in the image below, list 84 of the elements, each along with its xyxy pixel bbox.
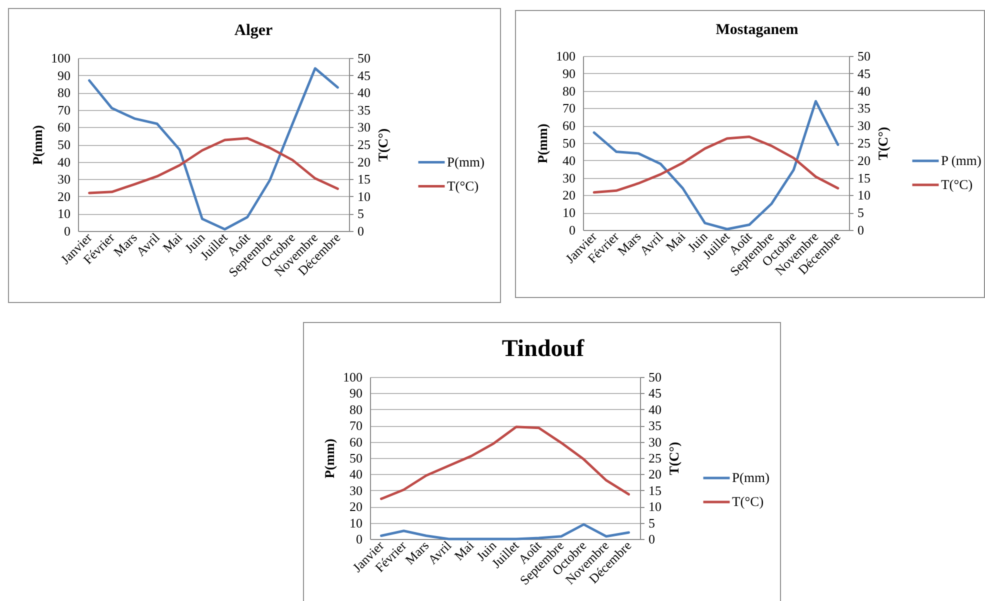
y2-tick-label: 50: [648, 370, 662, 384]
y2-tick-label: 5: [648, 515, 655, 530]
y-tick-label: 10: [350, 515, 362, 530]
y-tick-label: 10: [562, 205, 576, 220]
y-tick-label: 70: [350, 418, 362, 434]
legend-label: T(°C): [447, 178, 479, 194]
y2-tick-label: 15: [358, 172, 370, 187]
y2-tick-label: 40: [858, 83, 870, 98]
line-series: [88, 137, 339, 194]
legend-label: P(mm): [447, 154, 485, 170]
y-tick-label: 100: [556, 48, 576, 64]
y2-tick-label: 15: [858, 170, 870, 186]
y2-tick-label: 30: [858, 118, 870, 134]
y-tick-label: 60: [58, 120, 70, 135]
y-tick-label: 10: [58, 206, 70, 222]
y-tick-label: 20: [58, 188, 70, 204]
y-tick-label: 50: [562, 136, 576, 150]
y-tick-label: 70: [562, 100, 576, 116]
y2-tick-label: 45: [358, 68, 370, 83]
y-tick-label: 40: [58, 154, 70, 170]
y2-tick-label: 30: [648, 434, 662, 450]
chart-title: Alger: [234, 22, 273, 39]
y2-tick-label: 15: [648, 482, 662, 498]
y-tick-label: 20: [350, 499, 362, 514]
y-tick-label: 50: [58, 137, 70, 152]
y2-tick-label: 35: [358, 102, 370, 118]
legend-label: P (mm): [941, 152, 982, 168]
y-tick-label: 90: [350, 386, 362, 401]
y-tick-label: 60: [350, 434, 362, 450]
y2-tick-label: 35: [648, 418, 662, 434]
y-tick-label: 100: [343, 370, 362, 384]
y-tick-label: 30: [58, 172, 70, 187]
y2-tick-label: 5: [858, 205, 864, 220]
y-axis-title: P(mm): [30, 125, 45, 165]
y2-tick-label: 25: [858, 136, 870, 150]
line-series: [592, 100, 840, 230]
y2-tick-label: 25: [648, 450, 662, 466]
y-tick-label: 80: [562, 83, 576, 98]
line-series: [88, 67, 339, 231]
y-tick-label: 90: [562, 66, 576, 81]
y-tick-label: 60: [562, 118, 576, 134]
y-tick-label: 0: [569, 222, 576, 238]
y-tick-label: 30: [350, 482, 362, 498]
y2-tick-label: 35: [858, 100, 870, 116]
y-tick-label: 0: [64, 224, 70, 238]
y-tick-label: 30: [562, 170, 576, 186]
y-tick-label: 50: [350, 450, 362, 466]
x-tick-label: Mai: [160, 230, 186, 256]
y2-tick-label: 25: [358, 137, 370, 152]
y-tick-label: 20: [562, 188, 576, 203]
y-tick-label: 70: [58, 102, 70, 118]
y-tick-label: 40: [562, 152, 576, 168]
y2-tick-label: 50: [858, 48, 870, 64]
y-tick-label: 0: [356, 532, 362, 546]
line-series: [380, 523, 630, 540]
chart-title: Tindouf: [502, 336, 586, 362]
y2-tick-label: 5: [358, 206, 364, 222]
y2-tick-label: 45: [858, 66, 870, 81]
y2-tick-label: 10: [648, 499, 662, 514]
line-series: [592, 135, 840, 194]
y2-tick-label: 20: [858, 152, 870, 168]
y-tick-label: 100: [51, 50, 70, 66]
legend-label: T(°C): [732, 494, 764, 509]
y2-tick-label: 0: [858, 222, 864, 238]
y2-axis-title: T(C°): [666, 442, 682, 476]
y2-tick-label: 40: [648, 402, 662, 417]
y2-tick-label: 0: [648, 532, 655, 546]
y-axis-title: P(mm): [535, 124, 550, 164]
legend-label: P(mm): [732, 470, 770, 485]
x-tick-label: Mai: [662, 228, 688, 254]
y2-axis-title: T(C°): [376, 128, 390, 162]
y2-tick-label: 20: [648, 466, 662, 482]
y-tick-label: 80: [58, 85, 70, 100]
y-tick-label: 90: [58, 68, 70, 83]
y2-tick-label: 45: [648, 386, 662, 401]
chart-title: Mostaganem: [716, 22, 799, 38]
line-series: [380, 426, 630, 500]
legend-label: T(°C): [941, 176, 973, 192]
y-axis-title: P(mm): [322, 438, 337, 478]
y-tick-label: 40: [350, 466, 362, 482]
y2-axis-title: T(C°): [876, 126, 890, 160]
x-tick-label: Mai: [451, 538, 477, 564]
y2-tick-label: 10: [858, 188, 870, 203]
y-tick-label: 80: [350, 402, 362, 417]
